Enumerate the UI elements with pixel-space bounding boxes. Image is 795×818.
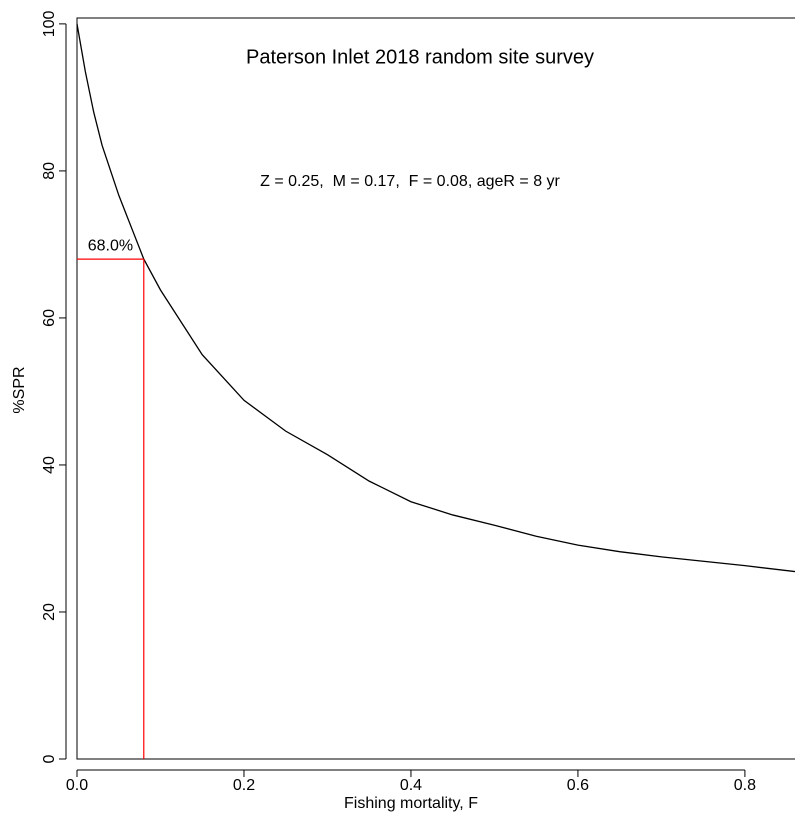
x-tick-label: 0.6: [567, 777, 589, 794]
x-tick-label: 0.8: [734, 777, 756, 794]
y-tick-label: 60: [41, 309, 58, 327]
curve: [76, 23, 795, 573]
y-tick-label: 20: [41, 603, 58, 621]
y-tick-label: 80: [41, 162, 58, 180]
y-axis-label: %SPR: [11, 366, 28, 413]
chart-title: Paterson Inlet 2018 random site survey: [246, 46, 594, 68]
x-tick-label: 0.0: [66, 777, 88, 794]
y-tick-label: 100: [41, 10, 58, 37]
x-tick-label: 0.2: [233, 777, 255, 794]
y-tick-label: 40: [41, 456, 58, 474]
annotation: Z = 0.25, M = 0.17, F = 0.08, ageR = 8 y…: [260, 173, 560, 190]
plot-box: [76, 17, 795, 760]
y-tick-label: 0: [41, 754, 58, 763]
reference-label: 68.0%: [88, 237, 133, 254]
x-tick-label: 0.4: [400, 777, 422, 794]
x-axis-label: Fishing mortality, F: [344, 795, 478, 812]
